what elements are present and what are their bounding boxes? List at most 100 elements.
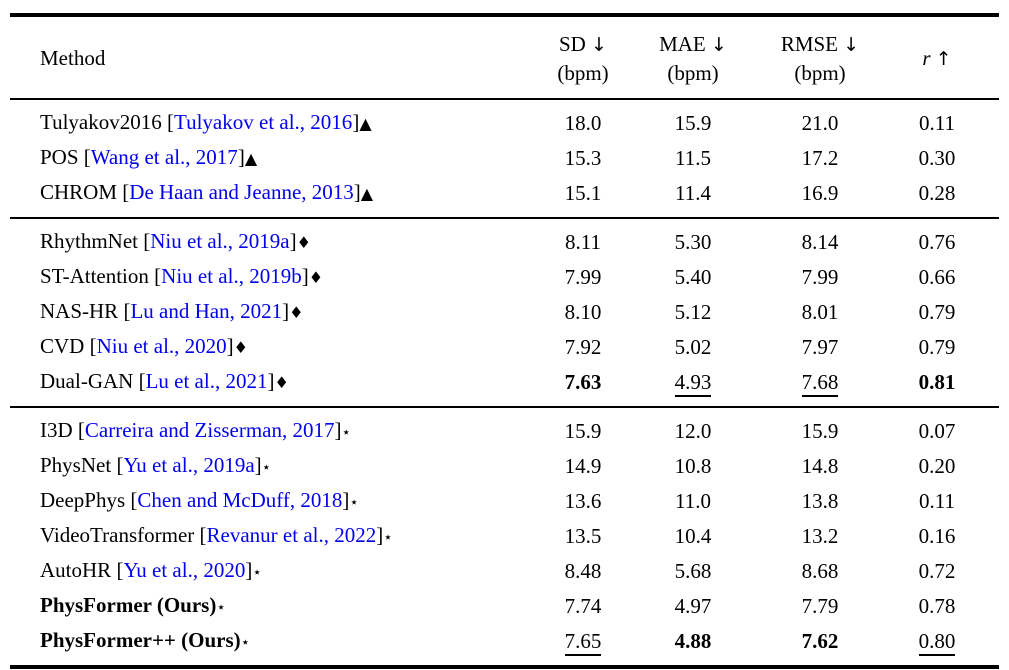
- citation-link[interactable]: Chen and McDuff, 2018: [137, 488, 343, 512]
- citation-link[interactable]: Yu et al., 2020: [123, 558, 246, 582]
- metric-value-cell: 7.99: [545, 260, 621, 295]
- metric-value-cell: 13.5: [545, 519, 621, 554]
- metric-value-cell: 16.9: [765, 176, 875, 218]
- metric-value: 8.68: [801, 559, 839, 583]
- metric-value: 0.28: [918, 181, 956, 205]
- metric-value-cell: 0.81: [875, 365, 999, 407]
- close-bracket: ]: [267, 369, 275, 393]
- table-section-1: Tulyakov2016 [Tulyakov et al., 2016]▲ 18.…: [10, 99, 999, 218]
- close-bracket: ]: [282, 299, 290, 323]
- method-cell: PhysFormer (Ours)⋆: [10, 589, 545, 624]
- metric-value: 14.8: [801, 454, 839, 478]
- open-bracket: [: [125, 488, 138, 512]
- metric-value-cell: 5.12: [621, 295, 765, 330]
- metric-value-cell: 15.9: [621, 99, 765, 141]
- citation-link[interactable]: Lu et al., 2021: [145, 369, 268, 393]
- metric-value: 0.30: [918, 146, 956, 170]
- method-name: Tulyakov2016: [40, 110, 162, 134]
- metric-value: 13.8: [801, 489, 839, 513]
- column-header-mae: MAE ↓ (bpm): [621, 15, 765, 99]
- metric-value: 8.14: [801, 230, 839, 254]
- table-section-2: RhythmNet [Niu et al., 2019a]♦ 8.11 5.30 8.…: [10, 218, 999, 407]
- metric-value: 0.78: [918, 594, 956, 618]
- metric-value-cell: 15.9: [545, 407, 621, 449]
- metric-value-cell: 7.92: [545, 330, 621, 365]
- metric-value-cell: 5.40: [621, 260, 765, 295]
- metric-value: 7.74: [564, 594, 602, 618]
- metric-value: 8.11: [565, 230, 601, 254]
- star-marker-icon: ⋆: [252, 563, 262, 581]
- metric-value: 13.2: [801, 524, 839, 548]
- citation-link[interactable]: Yu et al., 2019a: [123, 453, 255, 477]
- metric-value-cell: 0.11: [875, 484, 999, 519]
- metric-value-cell: 0.20: [875, 449, 999, 484]
- citation-link[interactable]: Niu et al., 2019a: [150, 229, 290, 253]
- metric-value: 7.92: [564, 335, 602, 359]
- metric-value: 8.10: [564, 300, 602, 324]
- metric-value: 5.30: [674, 230, 712, 254]
- citation-link[interactable]: Tulyakov et al., 2016: [174, 110, 353, 134]
- metric-value: 0.79: [918, 335, 956, 359]
- metric-value-cell: 11.4: [621, 176, 765, 218]
- table-row: PhysFormer++ (Ours)⋆ 7.65 4.88 7.62 0.80: [10, 624, 999, 667]
- metric-value-cell: 0.16: [875, 519, 999, 554]
- metric-value: 11.5: [675, 146, 711, 170]
- metric-value-cell: 7.62: [765, 624, 875, 667]
- method-cell: POS [Wang et al., 2017]▲: [10, 141, 545, 176]
- metric-value-cell: 4.97: [621, 589, 765, 624]
- metric-value-cell: 0.66: [875, 260, 999, 295]
- method-cell: Dual-GAN [Lu et al., 2021]♦: [10, 365, 545, 407]
- metric-value-cell: 0.07: [875, 407, 999, 449]
- metric-value-cell: 15.9: [765, 407, 875, 449]
- method-cell: CVD [Niu et al., 2020]♦: [10, 330, 545, 365]
- table-row: PhysFormer (Ours)⋆ 7.74 4.97 7.79 0.78: [10, 589, 999, 624]
- method-cell: RhythmNet [Niu et al., 2019a]♦: [10, 218, 545, 260]
- star-marker-icon: ⋆: [261, 458, 272, 476]
- metric-value: 0.80: [918, 629, 956, 656]
- method-name: PhysFormer++ (Ours): [40, 628, 241, 652]
- star-marker-icon: ⋆: [240, 633, 251, 651]
- results-table: Method SD ↓ (bpm) MAE ↓ (bpm) RMSE ↓ (bp…: [10, 13, 999, 669]
- method-cell: Tulyakov2016 [Tulyakov et al., 2016]▲: [10, 99, 545, 141]
- metric-value: 7.62: [801, 629, 839, 653]
- method-name: NAS-HR: [40, 299, 119, 323]
- metric-value-cell: 7.99: [765, 260, 875, 295]
- table-section-3: I3D [Carreira and Zisserman, 2017]⋆ 15.9 1…: [10, 407, 999, 667]
- metric-value-cell: 4.88: [621, 624, 765, 667]
- metric-value-cell: 0.11: [875, 99, 999, 141]
- citation-link[interactable]: Carreira and Zisserman, 2017: [84, 418, 335, 442]
- metric-value-cell: 0.78: [875, 589, 999, 624]
- citation-link[interactable]: De Haan and Jeanne, 2013: [129, 180, 354, 204]
- citation-link[interactable]: Niu et al., 2019b: [161, 264, 302, 288]
- method-cell: PhysNet [Yu et al., 2019a]⋆: [10, 449, 545, 484]
- table-row: CHROM [De Haan and Jeanne, 2013]▲ 15.1 11.…: [10, 176, 999, 218]
- table-row: ST-Attention [Niu et al., 2019b]♦ 7.99 5.4…: [10, 260, 999, 295]
- metric-value: 7.99: [564, 265, 602, 289]
- citation-link[interactable]: Lu and Han, 2021: [130, 299, 283, 323]
- metric-value: 0.76: [918, 230, 956, 254]
- close-bracket: ]: [301, 264, 309, 288]
- metric-value-cell: 15.1: [545, 176, 621, 218]
- open-bracket: [: [78, 145, 91, 169]
- citation-link[interactable]: Niu et al., 2020: [96, 334, 227, 358]
- table-row: Tulyakov2016 [Tulyakov et al., 2016]▲ 18.…: [10, 99, 999, 141]
- close-bracket: ]: [376, 523, 384, 547]
- metric-value: 15.9: [564, 419, 602, 443]
- method-name: PhysFormer (Ours): [40, 593, 217, 617]
- close-bracket: ]: [254, 453, 262, 477]
- close-bracket: ]: [334, 418, 342, 442]
- method-cell: I3D [Carreira and Zisserman, 2017]⋆: [10, 407, 545, 449]
- close-bracket: ]: [353, 180, 361, 204]
- method-cell: NAS-HR [Lu and Han, 2021]♦: [10, 295, 545, 330]
- metric-value: 17.2: [801, 146, 839, 170]
- citation-link[interactable]: Revanur et al., 2022: [206, 523, 377, 547]
- metric-value: 12.0: [674, 419, 712, 443]
- open-bracket: [: [72, 418, 85, 442]
- method-name: DeepPhys: [40, 488, 126, 512]
- citation-link[interactable]: Wang et al., 2017: [90, 145, 238, 169]
- star-marker-icon: ⋆: [349, 493, 359, 511]
- method-cell: CHROM [De Haan and Jeanne, 2013]▲: [10, 176, 545, 218]
- method-name: ST-Attention: [40, 264, 149, 288]
- metric-value-cell: 0.76: [875, 218, 999, 260]
- open-bracket: [: [138, 229, 151, 253]
